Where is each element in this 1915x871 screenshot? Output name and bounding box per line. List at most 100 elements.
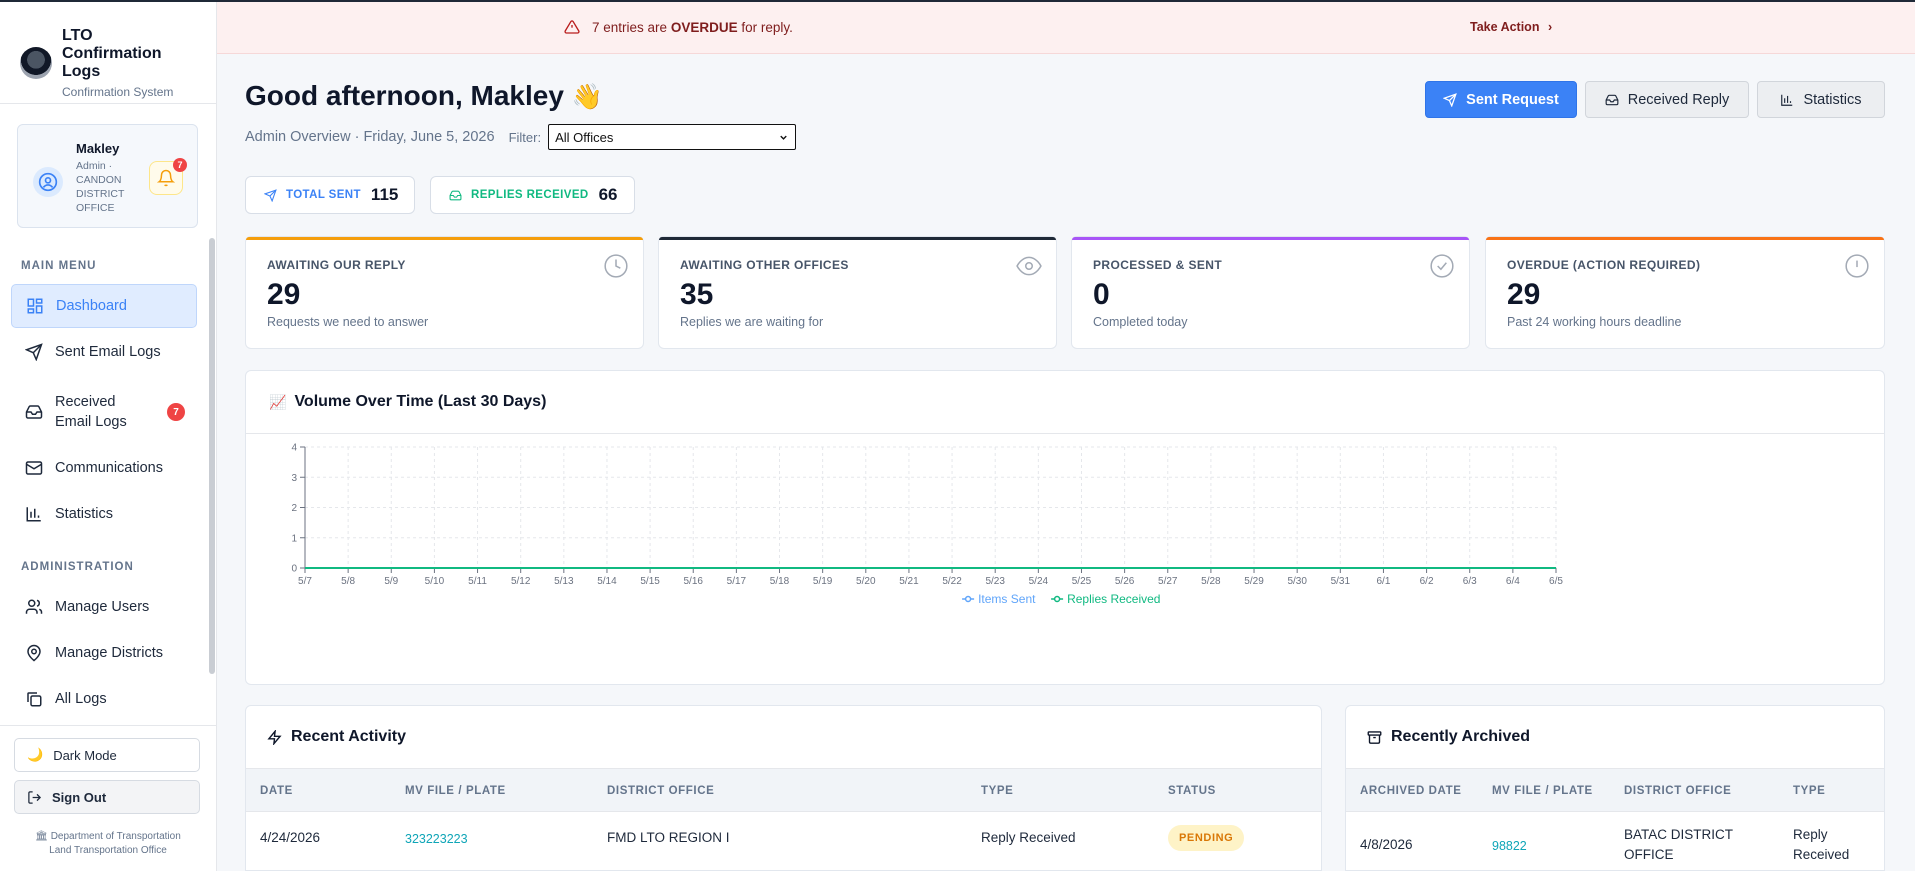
sidebar-item-communications[interactable]: Communications	[11, 446, 197, 490]
received-reply-button[interactable]: Received Reply	[1585, 81, 1749, 118]
row-date: 4/24/2026	[260, 830, 321, 845]
sign-out-button[interactable]: Sign Out	[14, 780, 200, 814]
total-sent-pill: TOTAL SENT 115	[245, 176, 415, 214]
inbox-icon	[25, 405, 43, 419]
statistics-button[interactable]: Statistics	[1757, 81, 1885, 118]
greeting-text: Good afternoon, Makley	[245, 80, 564, 111]
inbox-icon	[449, 190, 462, 200]
recently-archived-title-text: Recently Archived	[1391, 728, 1531, 745]
sidebar-item-all-logs[interactable]: All Logs	[11, 677, 197, 721]
volume-chart-panel: 📈 Volume Over Time (Last 30 Days) 0 1 2 3 4 5…	[245, 370, 1885, 685]
alert-circle-icon	[1845, 254, 1869, 278]
sidebar: LTO Confirmation Logs Confirmation Syste…	[0, 2, 217, 871]
alert-overdue-word: OVERDUE	[670, 19, 738, 35]
x-tick-label: 5/16	[684, 576, 704, 587]
sent-request-button[interactable]: Sent Request	[1425, 81, 1577, 118]
lightning-icon	[267, 729, 282, 745]
y-tick-label: 2	[291, 503, 297, 514]
y-tick-label: 3	[291, 473, 297, 484]
sidebar-item-dashboard[interactable]: Dashboard	[11, 284, 197, 328]
overview-line: Admin Overview · Friday, June 5, 2026 Fi…	[245, 124, 797, 150]
notifications-button[interactable]: 7	[149, 158, 187, 195]
column-header: ARCHIVED DATE	[1360, 785, 1462, 797]
x-tick-label: 5/29	[1244, 576, 1264, 587]
card-accent-bar	[246, 237, 643, 240]
x-tick-label: 5/31	[1331, 576, 1351, 587]
stat-card-awaiting-other-offices: AWAITING OTHER OFFICES 35 Replies we are…	[658, 236, 1057, 349]
sidebar-item-received-email-logs[interactable]: Received Email Logs 7	[11, 389, 197, 435]
x-tick-label: 5/20	[856, 576, 876, 587]
card-value: 29	[267, 278, 301, 311]
x-tick-label: 5/28	[1201, 576, 1221, 587]
alert-count-text: 7 entries are	[592, 19, 668, 35]
received-reply-label: Received Reply	[1627, 91, 1730, 108]
sidebar-item-manage-users[interactable]: Manage Users	[11, 585, 197, 629]
x-tick-label: 5/22	[942, 576, 962, 587]
x-tick-label: 5/23	[985, 576, 1005, 587]
card-value: 0	[1093, 278, 1110, 311]
dark-mode-toggle[interactable]: 🌙 Dark Mode	[14, 738, 200, 772]
send-icon	[25, 343, 43, 361]
inbox-icon	[1605, 94, 1619, 105]
overdue-alert-banner: 7 entries are OVERDUE for reply. Take Ac…	[217, 2, 1915, 54]
user-card: Makley Admin · CANDON DISTRICT OFFICE 7	[17, 124, 198, 228]
replies-received-pill: REPLIES RECEIVED 66	[430, 176, 635, 214]
x-tick-label: 5/8	[341, 576, 355, 587]
x-tick-label: 5/10	[425, 576, 445, 587]
dark-mode-label: Dark Mode	[53, 747, 117, 763]
moon-icon: 🌙	[27, 747, 44, 762]
total-sent-value: 115	[370, 185, 399, 204]
warning-icon	[564, 20, 580, 34]
x-tick-label: 5/11	[468, 576, 487, 587]
sidebar-scrollbar[interactable]	[209, 238, 215, 674]
x-tick-label: 5/15	[640, 576, 660, 587]
legend-marker-dot	[964, 595, 972, 603]
x-tick-label: 6/3	[1463, 576, 1477, 587]
take-action-label: Take Action	[1470, 20, 1540, 34]
department-line-2: Land Transportation Office	[49, 845, 167, 856]
recently-archived-title: Recently Archived	[1367, 728, 1530, 746]
take-action-link[interactable]: Take Action ›	[1470, 20, 1552, 34]
app-subtitle: Confirmation System	[62, 84, 174, 99]
x-tick-label: 5/14	[597, 576, 617, 587]
recently-archived-panel: Recently Archived ARCHIVED DATE MV FILE …	[1345, 705, 1885, 871]
overview-text: Admin Overview · Friday, June 5, 2026	[245, 129, 495, 145]
card-accent-bar	[1486, 237, 1884, 240]
sidebar-item-manage-districts[interactable]: Manage Districts	[11, 631, 197, 675]
sidebar-footer: 🌙 Dark Mode Sign Out 🏛 Department of Tra…	[0, 725, 216, 871]
bar-chart-icon	[1781, 94, 1793, 106]
row-archived-date: 4/8/2026	[1360, 837, 1413, 852]
sidebar-item-label: All Logs	[55, 691, 107, 707]
replies-received-label: REPLIES RECEIVED	[471, 189, 589, 201]
y-tick-label: 4	[291, 443, 297, 454]
sidebar-item-statistics[interactable]: Statistics	[11, 492, 197, 536]
recent-activity-title-text: Recent Activity	[291, 728, 406, 745]
x-tick-label: 5/24	[1029, 576, 1049, 587]
replies-received-value: 66	[598, 185, 618, 204]
card-accent-bar	[659, 237, 1056, 240]
stat-card-processed-sent: PROCESSED & SENT 0 Completed today	[1071, 236, 1470, 349]
legend-label: Items Sent	[978, 592, 1036, 606]
row-plate-link[interactable]: 98822	[1492, 839, 1527, 853]
recent-activity-title: Recent Activity	[267, 728, 406, 746]
legend-marker-dot	[1053, 595, 1061, 603]
column-header: MV FILE / PLATE	[405, 785, 506, 797]
column-header: TYPE	[981, 785, 1014, 797]
bell-icon	[157, 169, 175, 187]
page-title: Good afternoon, Makley 👋	[245, 80, 603, 112]
stat-card-awaiting-our-reply: AWAITING OUR REPLY 29 Requests we need t…	[245, 236, 644, 349]
row-plate-link[interactable]: 323223223	[405, 832, 468, 846]
x-tick-label: 5/7	[298, 576, 312, 587]
row-district-office: FMD LTO REGION I	[607, 830, 730, 845]
legend-label: Replies Received	[1067, 592, 1160, 606]
card-label: AWAITING OUR REPLY	[267, 258, 406, 272]
sidebar-item-sent-email-logs[interactable]: Sent Email Logs	[11, 330, 197, 374]
bar-chart-icon	[26, 507, 41, 522]
wave-emoji: 👋	[571, 83, 603, 111]
status-badge: PENDING	[1168, 825, 1245, 851]
chevron-down-icon	[780, 135, 787, 140]
chart-panel-title: 📈 Volume Over Time (Last 30 Days)	[269, 393, 546, 411]
app-title: LTO Confirmation Logs	[62, 26, 162, 80]
office-filter-select[interactable]: All Offices	[548, 124, 797, 150]
card-description: Requests we need to answer	[267, 315, 429, 329]
